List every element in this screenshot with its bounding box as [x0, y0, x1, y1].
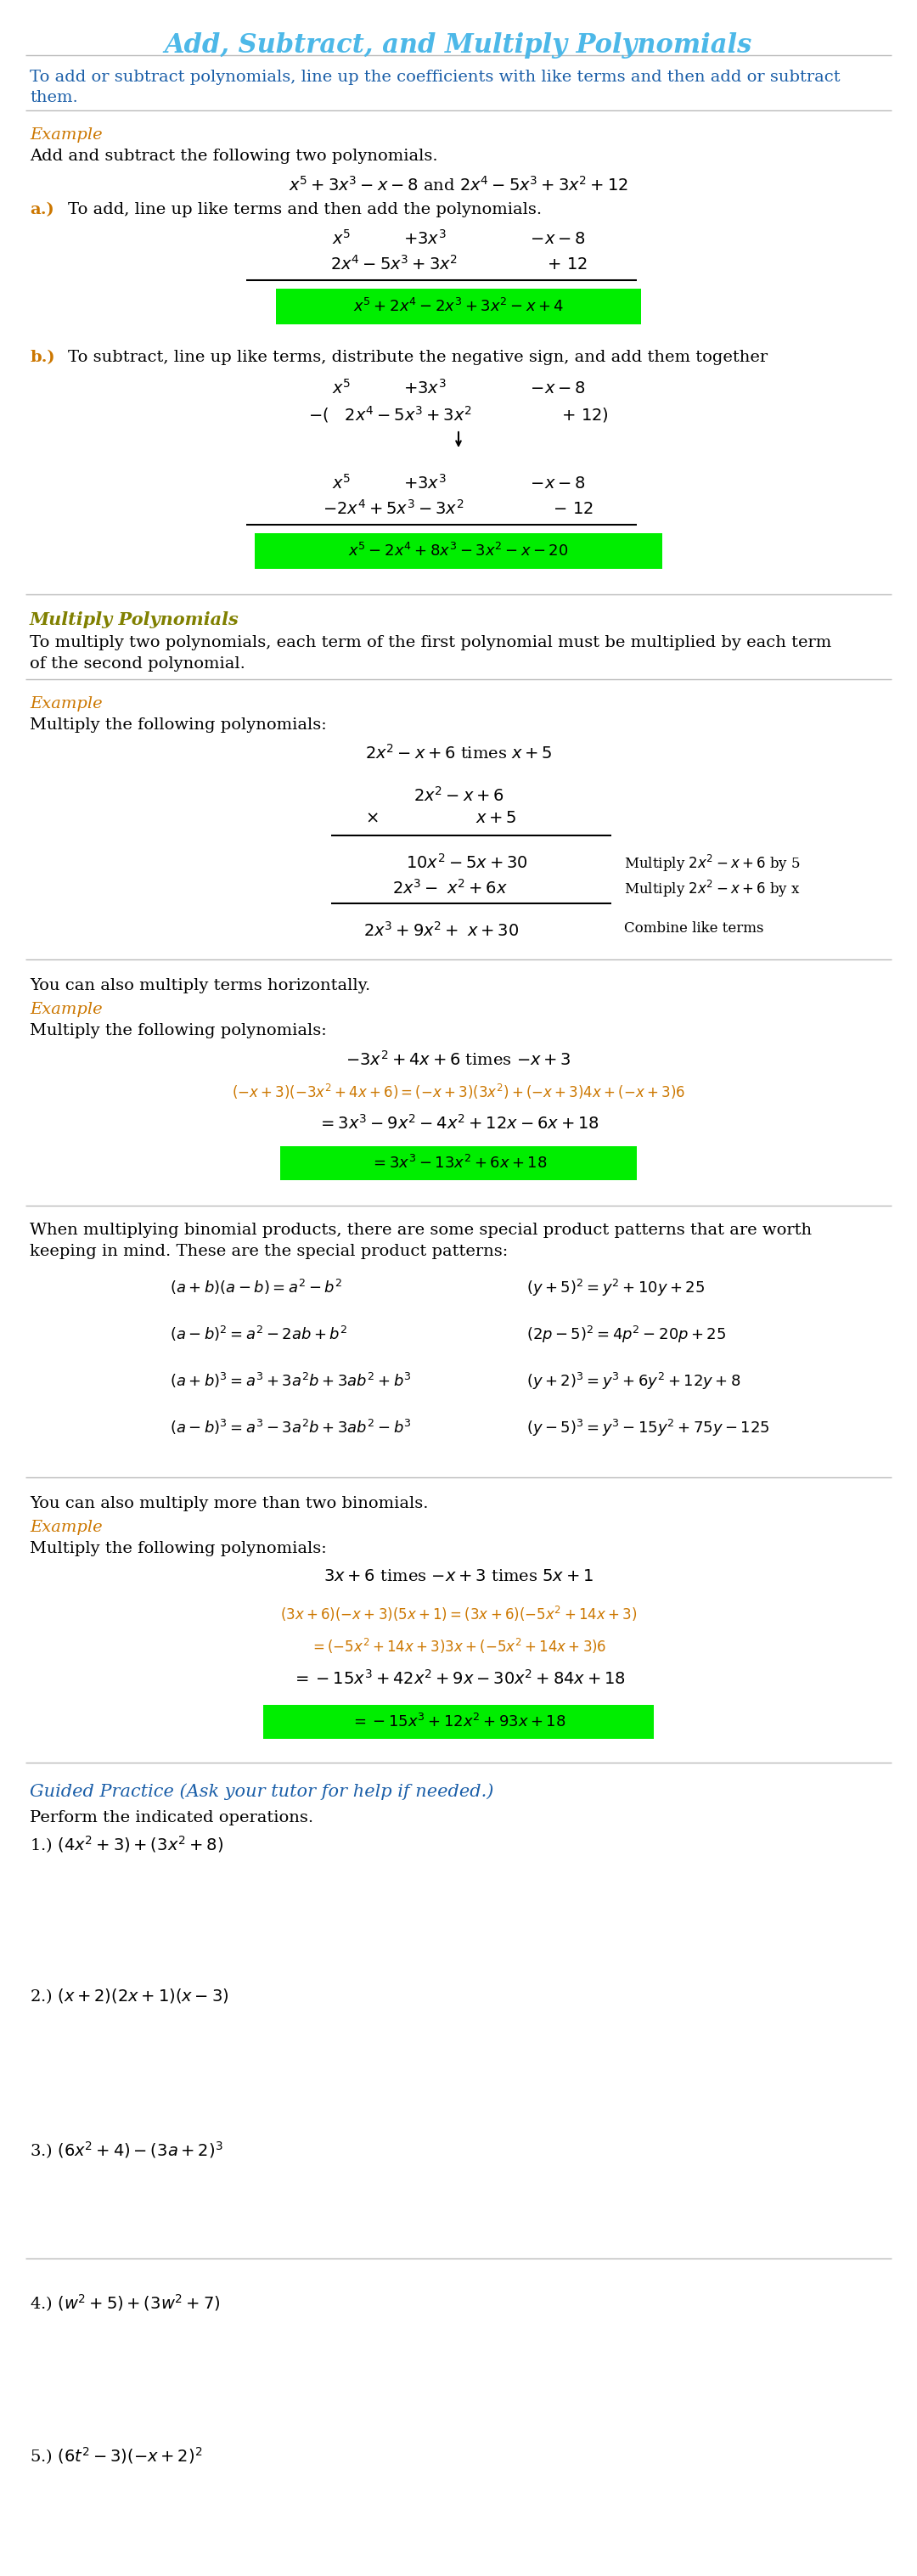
Text: $2x^3 -\ x^2 + 6x$: $2x^3 -\ x^2 + 6x$ [392, 878, 508, 896]
Text: $2x^4 - 5x^3 + 3x^2$                 $+\ 12$: $2x^4 - 5x^3 + 3x^2$ $+\ 12$ [330, 255, 587, 273]
Text: You can also multiply more than two binomials.: You can also multiply more than two bino… [29, 1497, 428, 1512]
Text: $x^5 - 2x^4 + 8x^3 - 3x^2 - x - 20$: $x^5 - 2x^4 + 8x^3 - 3x^2 - x - 20$ [348, 544, 569, 559]
Text: Combine like terms: Combine like terms [624, 922, 764, 935]
Text: $x + 5$: $x + 5$ [476, 811, 517, 827]
Text: $10x^2 - 5x + 30$: $10x^2 - 5x + 30$ [406, 853, 528, 871]
Text: Example: Example [29, 1002, 103, 1018]
Text: $= -15x^3 + 12x^2 + 93x + 18$: $= -15x^3 + 12x^2 + 93x + 18$ [351, 1713, 566, 1731]
Text: Example: Example [29, 696, 103, 711]
Text: keeping in mind. These are the special product patterns:: keeping in mind. These are the special p… [29, 1244, 508, 1260]
Text: 2.) $(x + 2)(2x + 1)(x - 3)$: 2.) $(x + 2)(2x + 1)(x - 3)$ [29, 1986, 229, 2004]
Text: b.): b.) [29, 350, 55, 366]
Text: To add, line up like terms and then add the polynomials.: To add, line up like terms and then add … [68, 201, 542, 216]
Text: $(y+2)^3 = y^3 + 6y^2 + 12y + 8$: $(y+2)^3 = y^3 + 6y^2 + 12y + 8$ [526, 1370, 741, 1391]
Text: $2x^3 + 9x^2 +\ x + 30$: $2x^3 + 9x^2 +\ x + 30$ [364, 922, 519, 940]
Text: Multiply $2x^2 - x + 6$ by x: Multiply $2x^2 - x + 6$ by x [624, 878, 801, 899]
Text: Perform the indicated operations.: Perform the indicated operations. [29, 1811, 314, 1826]
Bar [281, 1146, 636, 1180]
Text: Multiply $2x^2 - x + 6$ by 5: Multiply $2x^2 - x + 6$ by 5 [624, 853, 801, 873]
Text: $2x^2 - x + 6$: $2x^2 - x + 6$ [414, 786, 503, 804]
Text: $(y-5)^3 = y^3 - 15y^2 + 75y - 125$: $(y-5)^3 = y^3 - 15y^2 + 75y - 125$ [526, 1417, 769, 1437]
Text: $x^5$          $+3x^3$                $-x-8$: $x^5$ $+3x^3$ $-x-8$ [332, 379, 585, 397]
Text: Example: Example [29, 126, 103, 142]
Text: When multiplying binomial products, there are some special product patterns that: When multiplying binomial products, ther… [29, 1224, 812, 1239]
Text: $(-x+3)(-3x^2+4x+6) = (-x+3)(3x^2) + (-x+3)4x + (-x+3)6$: $(-x+3)(-3x^2+4x+6) = (-x+3)(3x^2) + (-x… [232, 1082, 685, 1103]
Text: Multiply the following polynomials:: Multiply the following polynomials: [29, 1540, 326, 1556]
Text: Multiply the following polynomials:: Multiply the following polynomials: [29, 1023, 326, 1038]
Text: Add, Subtract, and Multiply Polynomials: Add, Subtract, and Multiply Polynomials [165, 33, 752, 59]
Text: 4.) $(w^2 + 5) + (3w^2 + 7)$: 4.) $(w^2 + 5) + (3w^2 + 7)$ [29, 2293, 220, 2313]
Text: 5.) $(6t^2 - 3)(-x + 2)^2$: 5.) $(6t^2 - 3)(-x + 2)^2$ [29, 2445, 203, 2465]
Text: $= (-5x^2+14x+3)3x + (-5x^2+14x+3)6$: $= (-5x^2+14x+3)3x + (-5x^2+14x+3)6$ [310, 1636, 607, 1656]
Text: $(2p-5)^2 = 4p^2 - 20p + 25$: $(2p-5)^2 = 4p^2 - 20p + 25$ [526, 1324, 726, 1345]
Text: $(a+b)(a-b) = a^2 - b^2$: $(a+b)(a-b) = a^2 - b^2$ [170, 1278, 342, 1296]
Text: $= -15x^3 + 42x^2 + 9x - 30x^2 + 84x + 18$: $= -15x^3 + 42x^2 + 9x - 30x^2 + 84x + 1… [292, 1669, 625, 1687]
Text: Multiply Polynomials: Multiply Polynomials [29, 611, 239, 629]
Text: $= 3x^3 - 13x^2 + 6x + 18$: $= 3x^3 - 13x^2 + 6x + 18$ [370, 1154, 547, 1172]
Text: $-2x^4 + 5x^3 - 3x^2$                 $-\ 12$: $-2x^4 + 5x^3 - 3x^2$ $-\ 12$ [323, 500, 594, 518]
Text: $3x + 6$ times $-x + 3$ times $5x + 1$: $3x + 6$ times $-x + 3$ times $5x + 1$ [324, 1569, 593, 1584]
Text: a.): a.) [29, 201, 54, 216]
Text: $= 3x^3 - 9x^2 - 4x^2 + 12x - 6x + 18$: $= 3x^3 - 9x^2 - 4x^2 + 12x - 6x + 18$ [317, 1113, 600, 1133]
Text: Add and subtract the following two polynomials.: Add and subtract the following two polyn… [29, 149, 437, 165]
Text: To multiply two polynomials, each term of the first polynomial must be multiplie: To multiply two polynomials, each term o… [29, 636, 832, 649]
Text: $x^5$          $+3x^3$                $-x-8$: $x^5$ $+3x^3$ $-x-8$ [332, 474, 585, 492]
Text: $\times$: $\times$ [365, 811, 379, 827]
Text: 1.) $(4x^2 + 3) + (3x^2 + 8)$: 1.) $(4x^2 + 3) + (3x^2 + 8)$ [29, 1834, 224, 1855]
Text: Guided Practice (Ask your tutor for help if needed.): Guided Practice (Ask your tutor for help… [29, 1783, 493, 1801]
Text: $(a+b)^3 = a^3 + 3a^2b + 3ab^2 + b^3$: $(a+b)^3 = a^3 + 3a^2b + 3ab^2 + b^3$ [170, 1370, 412, 1391]
Text: them.: them. [29, 90, 78, 106]
Text: $(3x+6)(-x+3)(5x+1) = (3x+6)(-5x^2+14x+3)$: $(3x+6)(-x+3)(5x+1) = (3x+6)(-5x^2+14x+3… [280, 1605, 637, 1623]
Text: To add or subtract polynomials, line up the coefficients with like terms and the: To add or subtract polynomials, line up … [29, 70, 840, 85]
Text: $(y+5)^2 = y^2 + 10y + 25$: $(y+5)^2 = y^2 + 10y + 25$ [526, 1278, 705, 1298]
Text: Example: Example [29, 1520, 103, 1535]
Text: To subtract, line up like terms, distribute the negative sign, and add them toge: To subtract, line up like terms, distrib… [68, 350, 768, 366]
Text: $x^5$          $+3x^3$                $-x-8$: $x^5$ $+3x^3$ $-x-8$ [332, 229, 585, 247]
Bar [263, 1705, 654, 1739]
Text: 3.) $(6x^2 + 4) - (3a + 2)^3$: 3.) $(6x^2 + 4) - (3a + 2)^3$ [29, 2141, 223, 2161]
Text: $-3x^2 + 4x + 6$ times $-x + 3$: $-3x^2 + 4x + 6$ times $-x + 3$ [346, 1051, 571, 1069]
Text: You can also multiply terms horizontally.: You can also multiply terms horizontally… [29, 979, 370, 994]
Text: of the second polynomial.: of the second polynomial. [29, 657, 245, 672]
Text: $-(\ \ \ 2x^4 - 5x^3 + 3x^2$                 $+\ 12)$: $-(\ \ \ 2x^4 - 5x^3 + 3x^2$ $+\ 12)$ [308, 404, 609, 425]
Bar [276, 289, 641, 325]
Text: $x^5 + 3x^3 - x - 8$ and $2x^4 - 5x^3 + 3x^2 + 12$: $x^5 + 3x^3 - x - 8$ and $2x^4 - 5x^3 + … [289, 175, 628, 193]
Text: $2x^2 - x + 6$ times $x + 5$: $2x^2 - x + 6$ times $x + 5$ [365, 744, 552, 762]
Text: $(a-b)^3 = a^3 - 3a^2b + 3ab^2 - b^3$: $(a-b)^3 = a^3 - 3a^2b + 3ab^2 - b^3$ [170, 1417, 412, 1437]
Text: $(a-b)^2 = a^2 - 2ab + b^2$: $(a-b)^2 = a^2 - 2ab + b^2$ [170, 1324, 348, 1342]
Bar [255, 533, 662, 569]
Text: $x^5 + 2x^4 - 2x^3 + 3x^2 - x + 4$: $x^5 + 2x^4 - 2x^3 + 3x^2 - x + 4$ [353, 299, 564, 314]
Text: Multiply the following polynomials:: Multiply the following polynomials: [29, 719, 326, 732]
